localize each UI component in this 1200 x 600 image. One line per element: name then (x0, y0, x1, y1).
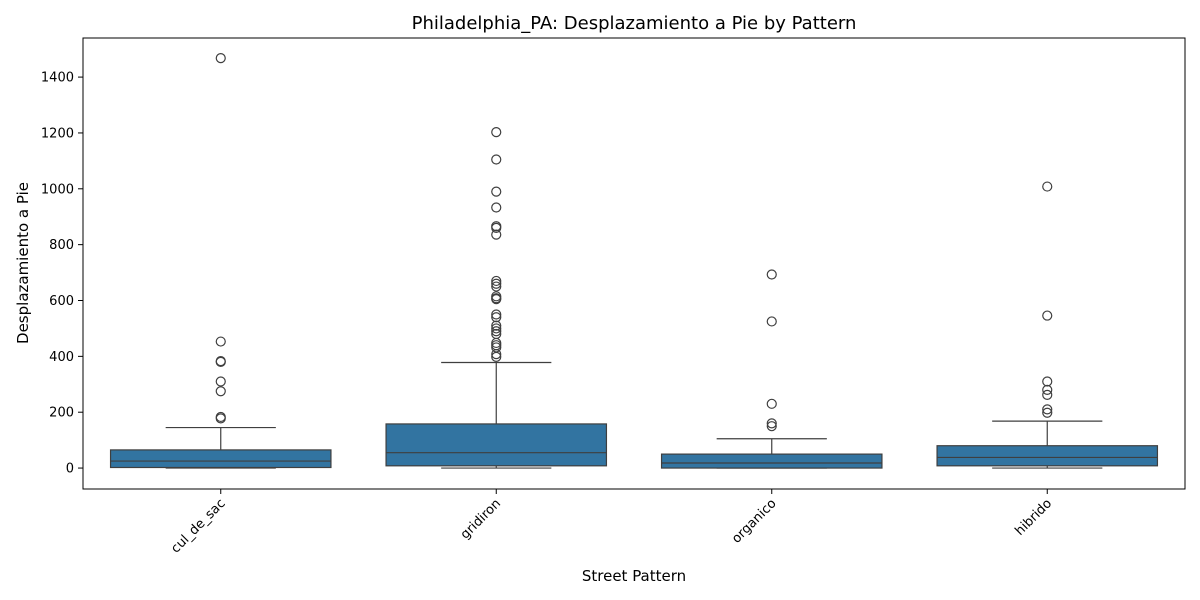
outlier-point (1042, 376, 1053, 387)
y-tick-label: 0 (66, 462, 74, 477)
outlier-point (491, 309, 502, 320)
chart-marks (109, 53, 1159, 469)
outlier-point (215, 413, 226, 424)
x-axis-label: Street Pattern (582, 567, 686, 585)
outlier-point (491, 229, 502, 240)
y-axis-label: Desplazamiento a Pie (14, 182, 32, 344)
chart-title: Philadelphia_PA: Desplazamiento a Pie by… (412, 13, 857, 34)
outlier-point (766, 398, 777, 409)
box-group-organico (660, 269, 883, 469)
y-axis: 0 200 400 600 800 1000 1200 1400 (41, 71, 83, 477)
iqr-box (109, 449, 332, 469)
outlier-point (491, 222, 502, 233)
y-tick-label: 400 (49, 350, 74, 365)
y-tick-label: 600 (49, 294, 74, 309)
x-tick-label: cul_de_sac (168, 496, 228, 556)
outlier-point (491, 351, 502, 363)
outlier-point (766, 269, 777, 280)
plot-area (82, 37, 1186, 490)
outlier-point (766, 421, 777, 432)
iqr-box (936, 445, 1159, 467)
outlier-point (491, 323, 502, 334)
outlier-point (1042, 389, 1053, 400)
box-group-gridiron (385, 127, 608, 469)
x-tick-label: organico (729, 496, 779, 546)
outlier-point (491, 349, 502, 360)
outlier-point (1042, 407, 1053, 418)
iqr-box (385, 423, 608, 467)
x-axis: cul_de_sac gridiron organico hibrido (168, 489, 1055, 556)
y-tick-label: 200 (49, 406, 74, 421)
outlier-point (215, 386, 226, 397)
outlier-point (215, 376, 226, 387)
y-tick-label: 1200 (41, 126, 74, 141)
y-tick-label: 800 (49, 238, 74, 253)
outlier-point (491, 320, 502, 331)
x-tick-label: hibrido (1012, 496, 1055, 539)
outlier-point (215, 53, 226, 64)
outlier-point (1042, 310, 1053, 321)
outlier-point (491, 186, 502, 197)
x-tick-label: gridiron (458, 496, 504, 542)
outlier-point (215, 336, 226, 347)
outlier-point (1042, 384, 1053, 395)
y-tick-label: 1400 (41, 71, 74, 86)
y-tick-label: 1000 (41, 182, 74, 197)
outlier-point (491, 278, 502, 289)
outlier-point (1042, 181, 1053, 192)
box-group-cul_de_sac (109, 53, 332, 469)
outlier-point (491, 202, 502, 213)
outlier-point (766, 316, 777, 327)
outlier-point (491, 326, 502, 337)
outlier-point (491, 281, 502, 292)
outlier-point (491, 312, 502, 323)
outlier-point (491, 275, 502, 287)
iqr-box (660, 453, 883, 469)
outlier-point (491, 154, 502, 165)
outlier-point (215, 356, 226, 368)
box-group-hibrido (936, 181, 1159, 469)
outlier-point (491, 294, 502, 305)
outlier-point (491, 127, 502, 138)
outlier-point (1042, 404, 1053, 415)
outlier-point (766, 418, 777, 429)
